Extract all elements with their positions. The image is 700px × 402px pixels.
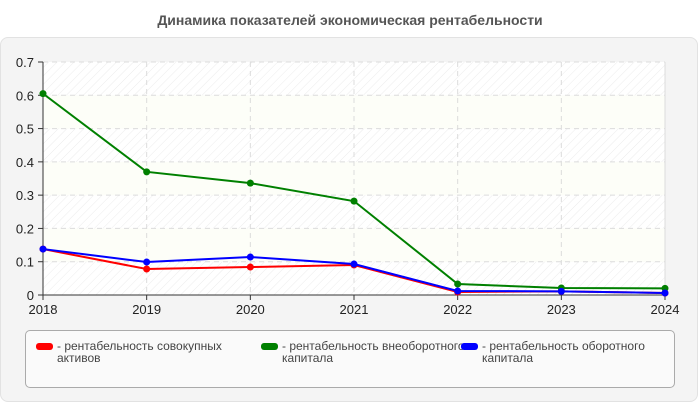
chart-title: Динамика показателей экономическая рента… [157, 12, 543, 28]
y-tick-label: 0.1 [16, 255, 34, 270]
data-point[interactable] [350, 260, 358, 268]
data-point[interactable] [350, 197, 358, 205]
legend-swatch-red [36, 343, 53, 350]
x-tick-label: 2021 [340, 302, 369, 317]
data-point[interactable] [454, 287, 462, 295]
data-point[interactable] [661, 289, 669, 297]
data-point[interactable] [143, 168, 151, 176]
y-tick-label: 0 [27, 288, 34, 303]
y-tick-label: 0.6 [16, 88, 34, 103]
y-tick-label: 0.2 [16, 221, 34, 236]
legend-item-total-assets[interactable]: - рентабельность совокупных активов [36, 340, 247, 364]
data-point[interactable] [246, 253, 254, 261]
legend-swatch-blue [461, 343, 478, 350]
x-tick-label: 2023 [547, 302, 576, 317]
data-point[interactable] [39, 90, 47, 98]
line-chart: 0 0.1 0.2 0.3 0.4 0.5 0.6 0.7 2018 2019 2020 2021 20… [16, 55, 680, 317]
x-tick-label: 2024 [651, 302, 680, 317]
legend-label: - рентабельность внеоборотного капитала [282, 339, 465, 365]
legend-label: - рентабельность оборотного капитала [482, 339, 645, 365]
data-point[interactable] [143, 258, 151, 266]
data-point[interactable] [557, 287, 565, 295]
y-tick-label: 0.3 [16, 188, 34, 203]
data-point[interactable] [246, 263, 254, 271]
legend-swatch-green [261, 343, 278, 350]
data-point[interactable] [246, 179, 254, 187]
y-tick-label: 0.5 [16, 122, 34, 137]
x-tick-label: 2022 [443, 302, 472, 317]
y-tick-label: 0.4 [16, 155, 34, 170]
data-point[interactable] [39, 245, 47, 253]
legend-item-noncurrent-capital[interactable]: - рентабельность внеоборотного капитала [261, 340, 472, 364]
legend-item-current-capital[interactable]: - рентабельность оборотного капитала [461, 340, 672, 364]
axes: 0 0.1 0.2 0.3 0.4 0.5 0.6 0.7 2018 2019 2020 2021 20… [16, 55, 680, 317]
x-tick-label: 2018 [29, 302, 58, 317]
data-point[interactable] [454, 280, 462, 288]
series-lines [39, 90, 669, 297]
x-tick-label: 2020 [236, 302, 265, 317]
legend-label: - рентабельность совокупных активов [57, 339, 222, 365]
x-tick-label: 2019 [132, 302, 161, 317]
y-tick-label: 0.7 [16, 55, 34, 70]
legend: - рентабельность совокупных активов - ре… [25, 330, 675, 388]
data-point[interactable] [143, 265, 151, 273]
